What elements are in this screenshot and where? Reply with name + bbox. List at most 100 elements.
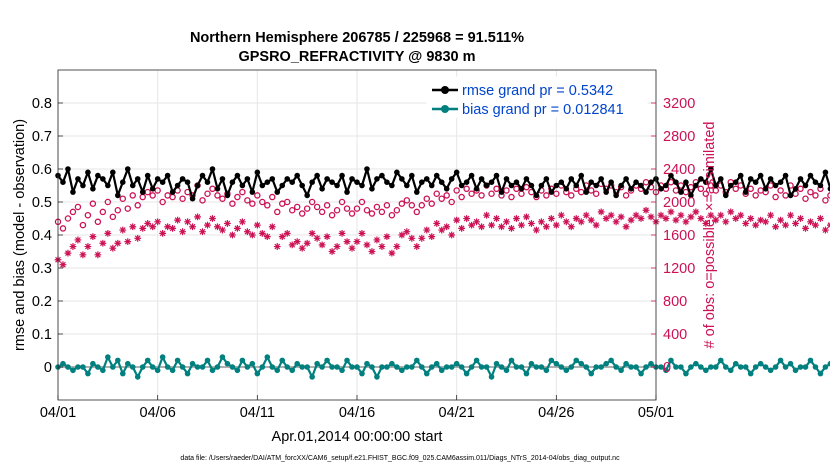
bias-point bbox=[827, 360, 830, 367]
right-tick-label: 1200 bbox=[663, 261, 695, 277]
obs-assimilated-point bbox=[772, 223, 779, 231]
bias-point bbox=[498, 364, 505, 370]
rmse-point bbox=[269, 176, 276, 182]
obs-assimilated-point bbox=[184, 218, 191, 226]
obs-assimilated-point bbox=[508, 225, 515, 232]
obs-possible-point bbox=[503, 187, 510, 194]
obs-possible-point bbox=[807, 188, 814, 196]
obs-assimilated-point bbox=[378, 243, 386, 250]
rmse-point bbox=[149, 186, 156, 192]
obs-possible-point bbox=[219, 195, 226, 202]
rmse-point bbox=[254, 169, 261, 176]
bias-point bbox=[204, 357, 211, 364]
bias-point bbox=[508, 357, 515, 364]
obs-assimilated-point bbox=[313, 234, 321, 242]
bias-point bbox=[105, 354, 111, 360]
obs-possible-point bbox=[418, 202, 426, 209]
bias-point bbox=[727, 367, 734, 374]
obs-assimilated-point bbox=[533, 226, 540, 234]
rmse-point bbox=[239, 182, 246, 189]
rmse-point bbox=[304, 192, 310, 199]
obs-possible-point bbox=[59, 225, 67, 232]
rmse-point bbox=[578, 172, 585, 179]
rmse-point bbox=[159, 179, 166, 185]
rmse-point bbox=[558, 179, 565, 185]
obs-possible-point bbox=[293, 203, 301, 211]
bias-point bbox=[394, 364, 400, 370]
y-axis-label-left: rmse and bias (model - observation) bbox=[12, 119, 28, 351]
obs-assimilated-point bbox=[617, 213, 625, 221]
rmse-point bbox=[752, 179, 759, 185]
rmse-point bbox=[264, 179, 271, 185]
obs-possible-point bbox=[249, 200, 256, 207]
obs-possible-point bbox=[488, 190, 495, 197]
obs-assimilated-point bbox=[154, 218, 162, 226]
bias-point bbox=[60, 360, 66, 367]
rmse-point bbox=[229, 179, 236, 185]
bias-point bbox=[184, 370, 191, 377]
legend-bias-label: bias grand pr = 0.012841 bbox=[462, 102, 624, 118]
bias-point bbox=[339, 367, 345, 374]
obs-assimilated-point bbox=[428, 233, 436, 241]
bias-point bbox=[364, 360, 370, 367]
obs-assimilated-point bbox=[278, 233, 286, 241]
x-tick-label: 04/26 bbox=[538, 405, 574, 421]
left-tick-label: 0.6 bbox=[32, 162, 52, 178]
obs-possible-point bbox=[777, 187, 784, 194]
bias-point bbox=[124, 360, 131, 367]
obs-assimilated-point bbox=[747, 215, 755, 222]
rmse-point bbox=[693, 182, 699, 189]
obs-assimilated-point bbox=[348, 244, 356, 252]
obs-assimilated-point bbox=[214, 223, 221, 231]
left-tick-label: 0.8 bbox=[32, 96, 52, 112]
rmse-point bbox=[568, 176, 575, 182]
rmse-point bbox=[428, 182, 435, 189]
obs-assimilated-point bbox=[687, 213, 695, 221]
rmse-point bbox=[75, 176, 81, 182]
obs-assimilated-point bbox=[253, 221, 261, 229]
bias-point bbox=[414, 357, 420, 364]
bias-point bbox=[797, 364, 804, 370]
obs-assimilated-point bbox=[742, 220, 750, 227]
rmse-point bbox=[772, 182, 779, 189]
bias-point bbox=[787, 360, 794, 367]
bias-point bbox=[747, 370, 754, 377]
bias-point bbox=[179, 364, 186, 370]
obs-assimilated-point bbox=[797, 215, 804, 222]
bias-point bbox=[115, 357, 121, 364]
obs-assimilated-point bbox=[343, 238, 351, 245]
obs-assimilated-point bbox=[298, 244, 306, 252]
rmse-point bbox=[423, 176, 430, 182]
obs-possible-point bbox=[244, 197, 251, 204]
bias-point bbox=[538, 364, 545, 370]
obs-assimilated-point bbox=[358, 229, 366, 237]
obs-assimilated-point bbox=[677, 211, 685, 219]
obs-assimilated-point bbox=[478, 223, 485, 231]
rmse-point bbox=[184, 179, 191, 185]
bias-point bbox=[613, 364, 619, 370]
obs-assimilated-point bbox=[258, 229, 266, 237]
rmse-point bbox=[533, 192, 540, 199]
bias-point bbox=[344, 357, 350, 364]
obs-assimilated-point bbox=[622, 223, 630, 231]
bias-point bbox=[523, 370, 530, 377]
obs-assimilated-point bbox=[727, 208, 735, 216]
bias-point bbox=[553, 360, 560, 367]
obs-possible-point bbox=[463, 185, 470, 193]
rmse-point bbox=[713, 182, 719, 189]
obs-assimilated-point bbox=[403, 228, 411, 236]
right-tick-label: 400 bbox=[663, 327, 687, 343]
obs-possible-point bbox=[259, 198, 266, 206]
obs-assimilated-point bbox=[303, 239, 311, 247]
obs-assimilated-point bbox=[483, 211, 490, 219]
x-tick-label: 04/16 bbox=[339, 405, 375, 421]
bias-point bbox=[722, 364, 729, 370]
left-tick-label: 0.3 bbox=[32, 261, 52, 277]
rmse-point bbox=[708, 166, 714, 172]
bias-point bbox=[139, 364, 146, 370]
obs-assimilated-point bbox=[273, 243, 281, 250]
bias-point bbox=[737, 364, 744, 370]
rmse-point bbox=[673, 179, 679, 185]
bias-point bbox=[299, 364, 305, 370]
